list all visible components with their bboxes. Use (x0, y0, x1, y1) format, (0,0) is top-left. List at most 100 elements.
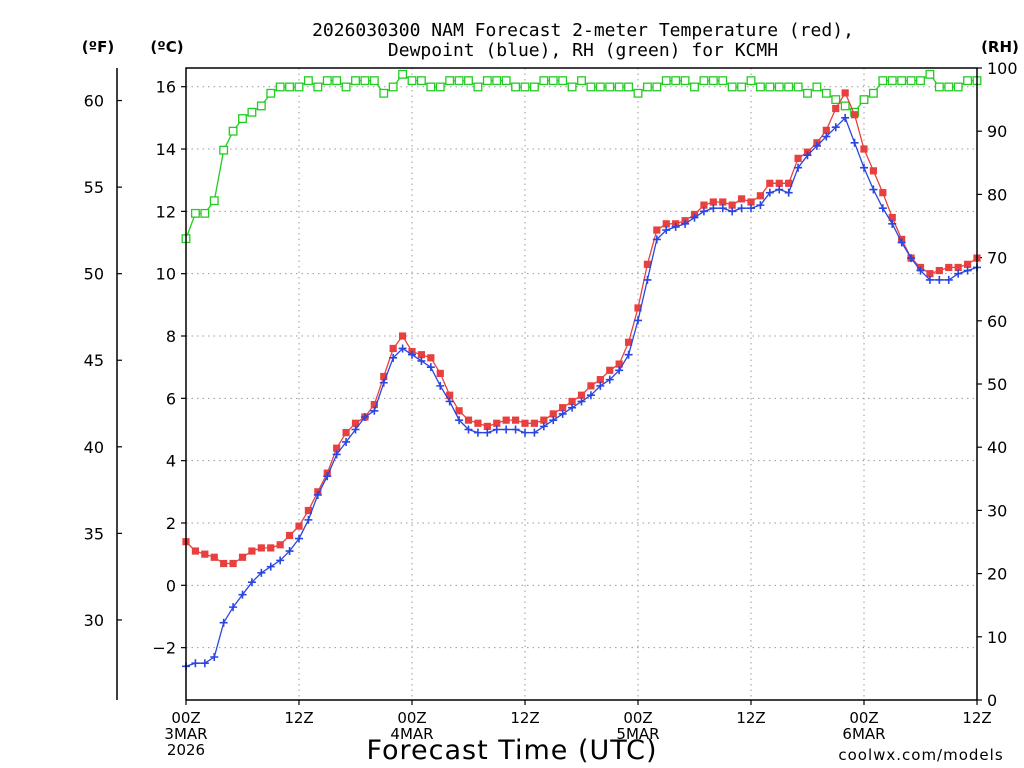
dewpoint-point (238, 590, 247, 599)
temperature-point (624, 338, 633, 346)
rh-line (185, 73, 977, 239)
temperature-point (719, 198, 727, 206)
rh-point (416, 76, 426, 86)
temperature-point (370, 400, 378, 409)
dewpoint-point (737, 204, 746, 213)
dewpoint-point (652, 235, 661, 244)
temperature-point (511, 416, 520, 424)
dewpoint-point (765, 188, 774, 197)
rh-tick-label: 90 (987, 122, 1007, 141)
time-tick-label: 00Z (849, 709, 878, 727)
temperature-point (945, 263, 953, 272)
rh-point (219, 145, 229, 155)
rh-point (426, 82, 436, 92)
fahrenheit-tick-label: 30 (84, 611, 104, 630)
temperature-point (700, 201, 708, 209)
rh-point (916, 76, 925, 86)
temperature-point (549, 410, 557, 418)
temperature-point (587, 382, 595, 390)
celsius-tick-label: 12 (156, 202, 176, 221)
dewpoint-point (549, 416, 558, 425)
dewpoint-point (370, 406, 379, 415)
dewpoint-point (323, 472, 332, 481)
rh-point (708, 76, 718, 86)
dewpoint-point (690, 213, 699, 222)
temperature-point (201, 550, 209, 558)
rh-unit-label: (RH) (981, 38, 1019, 56)
dewpoint-point (634, 316, 642, 325)
dewpoint-point (229, 603, 238, 612)
fahrenheit-tick-label: 45 (84, 351, 104, 370)
temperature-point (832, 104, 840, 113)
temperature-point (238, 553, 247, 561)
chart-subtitle: Dewpoint (blue), RH (green) for KCMH (388, 40, 778, 61)
temperature-point (521, 419, 529, 427)
dewpoint-point (916, 266, 925, 275)
rh-point (793, 82, 803, 92)
dewpoint-point (831, 123, 840, 132)
rh-series (181, 69, 982, 244)
temperature-point (285, 531, 294, 540)
dewpoint-point (417, 356, 426, 365)
dewpoint-point (822, 132, 831, 141)
temperature-point (295, 522, 303, 530)
dewpoint-point (568, 403, 577, 412)
temperature-point (747, 198, 755, 206)
dewpoint-point (775, 185, 784, 194)
fahrenheit-tick-label: 50 (84, 265, 104, 284)
rh-point (388, 82, 398, 92)
dewpoint-point (483, 428, 492, 437)
temperature-point (935, 266, 943, 275)
rh-point (661, 76, 671, 86)
celsius-tick-label: 16 (156, 78, 176, 97)
dewpoint-point (473, 428, 482, 437)
dewpoint-point (728, 207, 737, 216)
dewpoint-point (558, 409, 567, 418)
rh-point (360, 76, 370, 86)
dewpoint-point (963, 266, 972, 275)
dewpoint-point (718, 204, 727, 213)
rh-point (294, 82, 304, 92)
temperature-point (662, 220, 670, 228)
dewpoint-point (935, 275, 944, 284)
fahrenheit-tick-label: 40 (84, 438, 104, 457)
temperature-point (304, 506, 313, 515)
dewpoint-point (455, 416, 464, 425)
temperature-point (568, 397, 576, 406)
dewpoint-point (332, 450, 341, 459)
time-tick-label: 5MAR (616, 725, 659, 743)
rh-point (511, 82, 521, 92)
temperature-point (380, 372, 388, 381)
temperature-point (606, 366, 614, 374)
dewpoint-point (577, 397, 586, 406)
time-tick-label: 3MAR (164, 725, 207, 743)
rh-tick-label: 100 (987, 59, 1018, 78)
temperature-point (436, 369, 444, 378)
temperature-point (643, 260, 652, 268)
rh-point (595, 82, 605, 92)
temperature-point (257, 544, 265, 552)
time-tick-label: 6MAR (842, 725, 885, 743)
temperature-point (446, 391, 454, 399)
temperature-point (860, 145, 868, 153)
dewpoint-point (605, 375, 614, 384)
dewpoint-point (539, 422, 548, 431)
dewpoint-point (596, 381, 605, 390)
rh-point (275, 82, 285, 92)
time-tick-label: 12Z (284, 709, 313, 727)
dewpoint-point (285, 547, 294, 556)
dewpoint-point (794, 163, 803, 172)
rh-point (548, 76, 558, 86)
rh-point (209, 196, 219, 206)
temperature-point (427, 354, 435, 362)
temperature-point (728, 201, 736, 209)
temperature-point (455, 407, 463, 415)
celsius-tick-label: 10 (156, 265, 176, 284)
fahrenheit-unit-label: (ºF) (82, 38, 114, 56)
rh-point (322, 76, 332, 86)
temperature-point (879, 189, 887, 197)
rh-point (784, 82, 794, 92)
rh-point (699, 76, 709, 86)
grid-lines (185, 68, 978, 700)
rh-point (445, 76, 455, 86)
